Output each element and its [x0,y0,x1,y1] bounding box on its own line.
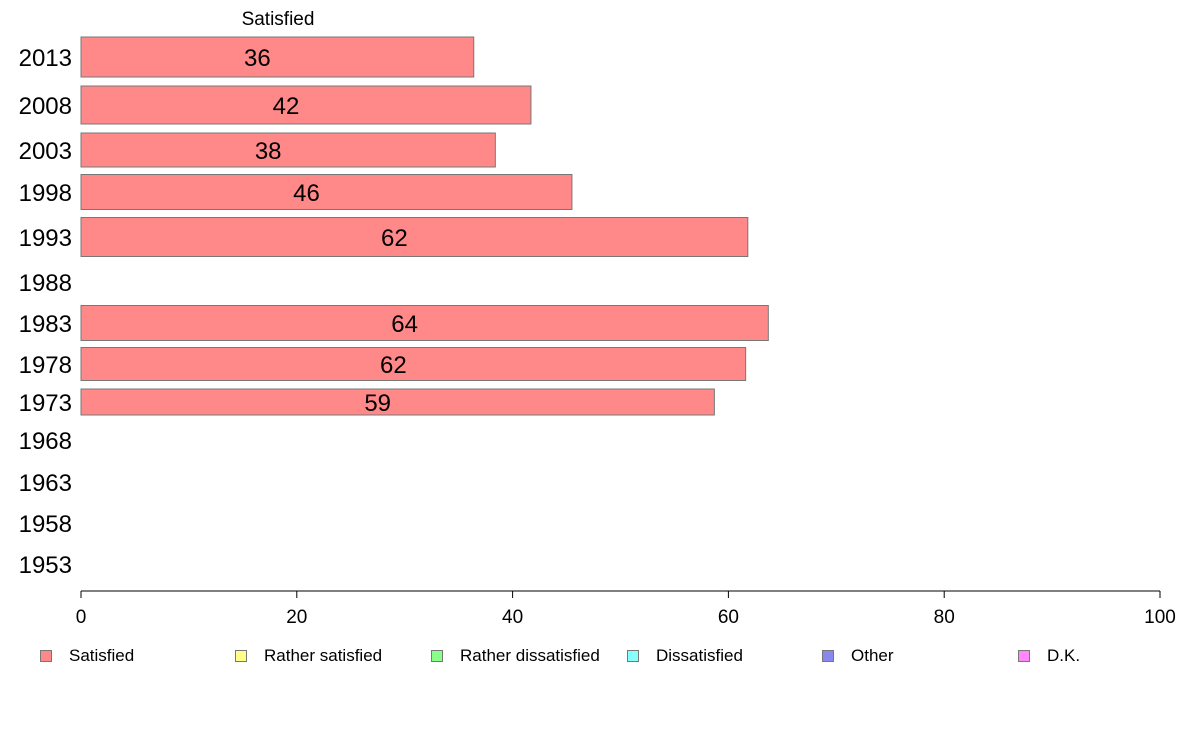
x-axis-ticks: 0 20 40 60 80 100 [76,591,1176,628]
bar-2013 [80,36,475,78]
value-label: 59 [364,390,391,417]
bar-1998 [80,174,573,210]
category-label: 1983 [19,311,72,338]
legend-label: Satisfied [69,646,135,665]
legend-swatch [822,650,834,662]
legend-label: D.K. [1047,646,1081,665]
value-label: 42 [273,93,300,120]
value-label: 64 [391,311,418,338]
value-label: 36 [244,45,271,72]
category-label: 1993 [19,225,72,252]
category-label: 1958 [19,511,72,538]
legend-item: Dissatisfied [627,644,743,668]
legend-swatch [431,650,443,662]
bar-1983 [80,305,769,341]
legend-swatch [1018,650,1030,662]
x-tick-label: 20 [286,607,307,628]
series-title: Satisfied [242,9,315,30]
category-label: 2008 [19,93,72,120]
legend-item: D.K. [1018,644,1080,668]
bar-1993 [80,217,749,257]
bar-chart: Satisfied 2013 2008 2003 1998 1993 1988 1983 19… [19,9,1176,628]
category-label: 1988 [19,270,72,297]
category-label: 1968 [19,428,72,455]
x-tick-label: 80 [934,607,955,628]
legend-item: Rather satisfied [235,644,382,668]
x-tick-label: 0 [76,607,87,628]
legend-item: Satisfied [40,644,134,668]
legend-swatch [627,650,639,662]
bar-1973 [80,388,715,416]
category-labels: 2013 2008 2003 1998 1993 1988 1983 1978 1973 1968… [19,45,72,579]
bars [80,36,769,416]
bar-1978 [80,347,747,381]
x-tick-label: 60 [718,607,739,628]
value-label: 62 [380,352,407,379]
legend-swatch [235,650,247,662]
category-label: 2013 [19,45,72,72]
category-label: 1978 [19,352,72,379]
category-label: 1973 [19,390,72,417]
legend-item: Other [822,644,894,668]
bar-2003 [80,132,496,168]
category-label: 1963 [19,470,72,497]
value-label: 62 [381,225,408,252]
legend-label: Rather dissatisfied [460,646,600,665]
x-tick-label: 100 [1144,607,1176,628]
bar-2008 [80,85,532,125]
category-label: 1953 [19,552,72,579]
legend-label: Rather satisfied [264,646,383,665]
legend-item: Rather dissatisfied [431,644,600,668]
category-label: 1998 [19,180,72,207]
x-tick-label: 40 [502,607,523,628]
value-label: 38 [255,138,282,165]
category-label: 2003 [19,138,72,165]
value-label: 46 [293,180,320,207]
legend: Satisfied Rather satisfied Rather dissatis… [0,644,1188,668]
legend-label: Other [851,646,894,665]
legend-label: Dissatisfied [656,646,743,665]
legend-swatch [40,650,52,662]
